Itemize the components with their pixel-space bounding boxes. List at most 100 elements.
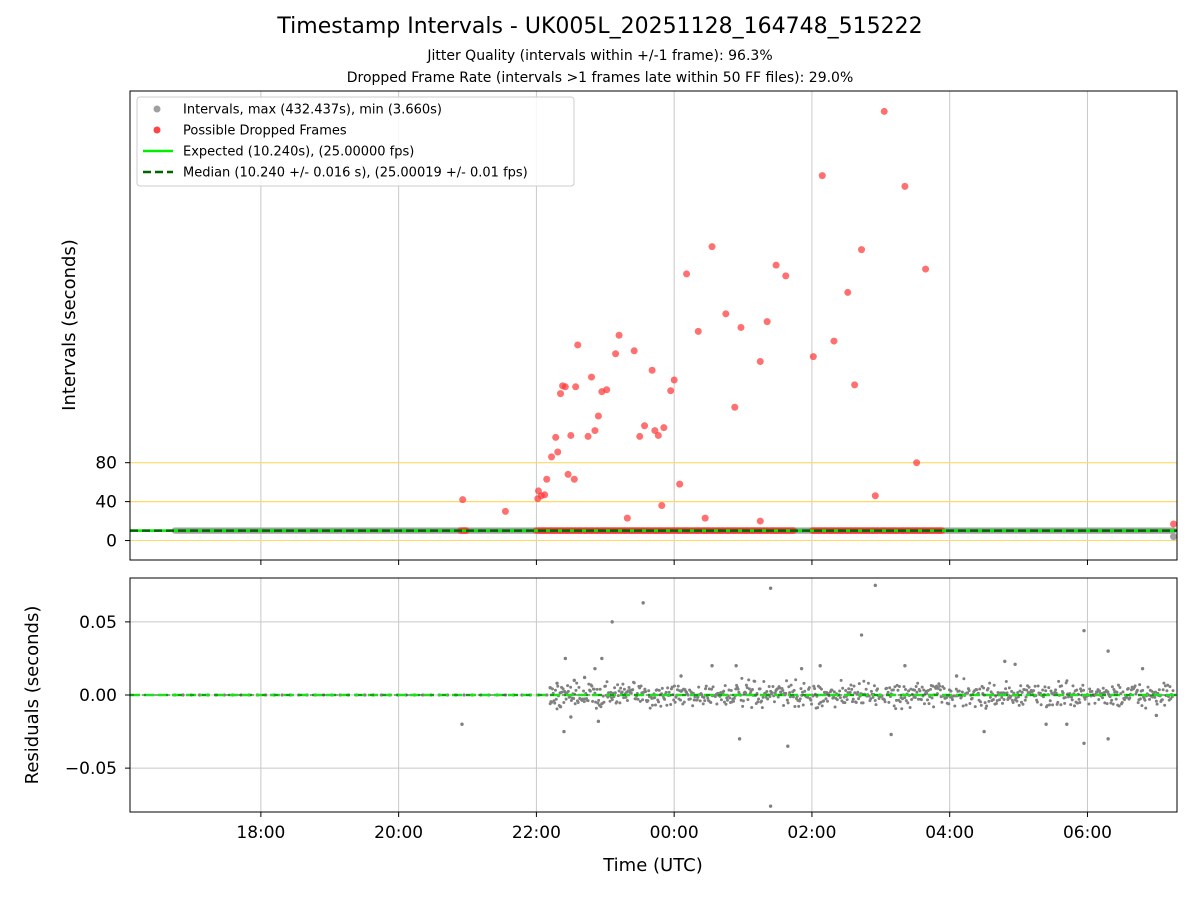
dropped-frame-point bbox=[574, 341, 582, 349]
residual-point bbox=[1075, 688, 1079, 692]
residual-point bbox=[1147, 693, 1151, 697]
residual-point bbox=[1157, 688, 1161, 692]
residual-point bbox=[666, 686, 670, 690]
residual-point bbox=[756, 700, 760, 704]
bottom-y-axis-label: Residuals (seconds) bbox=[22, 606, 43, 785]
residual-point bbox=[794, 678, 798, 682]
residual-outlier-point bbox=[786, 744, 790, 748]
residual-point bbox=[986, 686, 990, 690]
residual-point bbox=[1154, 690, 1158, 694]
residual-point bbox=[1155, 702, 1159, 706]
residual-point bbox=[1004, 679, 1008, 683]
residual-point bbox=[784, 691, 788, 695]
residual-point bbox=[994, 702, 998, 706]
residual-outlier-point bbox=[859, 633, 864, 637]
residual-point bbox=[793, 704, 797, 708]
residual-point bbox=[587, 682, 591, 686]
residual-point bbox=[770, 691, 774, 695]
dropped-frame-point bbox=[844, 288, 852, 296]
residual-point bbox=[711, 685, 715, 689]
residual-point bbox=[866, 681, 870, 685]
residual-point bbox=[904, 699, 908, 703]
top-y-ticks: 0 40 80 bbox=[95, 454, 130, 552]
top-y-tick-label: 80 bbox=[95, 454, 117, 474]
residual-point bbox=[1070, 698, 1074, 702]
residual-point bbox=[1057, 679, 1061, 683]
residual-point bbox=[1088, 687, 1092, 691]
residual-point bbox=[935, 684, 939, 688]
residual-point bbox=[871, 695, 875, 699]
residual-point bbox=[1048, 699, 1052, 703]
x-tick-label: 06:00 bbox=[1063, 823, 1112, 843]
residual-point bbox=[997, 698, 1001, 702]
dropped-frame-point bbox=[648, 366, 656, 374]
residual-point bbox=[1143, 698, 1147, 702]
residual-point bbox=[1166, 683, 1170, 687]
dropped-frame-point bbox=[651, 427, 659, 435]
legend-intervals-label: Intervals, max (432.437s), min (3.660s) bbox=[183, 103, 442, 118]
bottom-x-ticks: 18:00 20:00 22:00 00:00 02:00 04:00 06:00 bbox=[236, 812, 1112, 843]
residual-point bbox=[670, 685, 674, 689]
residual-point bbox=[1133, 684, 1137, 688]
residual-point bbox=[655, 688, 659, 692]
residual-point bbox=[843, 701, 847, 705]
dropped-frame-point bbox=[543, 475, 551, 483]
residual-point bbox=[931, 684, 935, 688]
dropped-frame-point bbox=[660, 424, 668, 432]
residual-point bbox=[810, 702, 814, 706]
residual-point bbox=[761, 695, 765, 699]
residual-point bbox=[597, 698, 601, 702]
residual-point bbox=[900, 707, 904, 711]
residual-point bbox=[755, 692, 759, 696]
residual-point bbox=[966, 691, 970, 695]
residual-point bbox=[798, 697, 802, 701]
residual-point bbox=[819, 687, 823, 691]
dropped-frame-point bbox=[830, 337, 838, 345]
residual-point bbox=[723, 684, 727, 688]
dropped-frame-point bbox=[501, 507, 509, 515]
residual-point bbox=[1134, 692, 1138, 696]
residual-point bbox=[1154, 699, 1158, 703]
residual-point bbox=[747, 687, 751, 691]
residual-point bbox=[979, 703, 983, 707]
residual-point bbox=[897, 684, 901, 688]
residual-point bbox=[787, 685, 791, 689]
residual-point bbox=[1060, 684, 1064, 688]
residual-point bbox=[594, 700, 598, 704]
top-plot-frame bbox=[129, 90, 1178, 561]
residual-point bbox=[747, 678, 751, 682]
residual-point bbox=[1083, 697, 1087, 701]
dropped-frame-point bbox=[676, 480, 684, 488]
residual-point bbox=[679, 698, 683, 702]
residual-point bbox=[1148, 697, 1152, 701]
residual-point bbox=[574, 688, 578, 692]
dropped-frame-point bbox=[763, 318, 771, 326]
dropped-frame-point bbox=[851, 381, 859, 389]
residual-point bbox=[1081, 683, 1085, 687]
residual-point bbox=[745, 686, 749, 690]
residual-outlier-point bbox=[558, 705, 563, 709]
residual-outlier-point bbox=[954, 674, 959, 678]
residual-point bbox=[675, 688, 679, 692]
residual-point bbox=[622, 696, 626, 700]
residual-point bbox=[729, 689, 733, 693]
residual-point bbox=[725, 698, 729, 702]
residual-outlier-point bbox=[818, 664, 822, 668]
residual-point bbox=[1165, 689, 1169, 693]
residual-point bbox=[644, 690, 648, 694]
residual-point bbox=[1144, 706, 1148, 710]
residual-point bbox=[672, 698, 676, 702]
residual-point bbox=[801, 703, 805, 707]
residual-point bbox=[903, 696, 907, 700]
residual-point bbox=[598, 687, 602, 691]
residual-point bbox=[901, 697, 905, 701]
x-tick-label: 22:00 bbox=[512, 823, 561, 843]
legend-intervals-marker bbox=[153, 105, 161, 113]
residual-point bbox=[560, 690, 564, 694]
residual-point bbox=[1035, 700, 1039, 704]
residual-point bbox=[664, 690, 668, 694]
residual-point bbox=[725, 696, 729, 700]
residual-point bbox=[744, 691, 748, 695]
residual-point bbox=[930, 696, 934, 700]
residual-point bbox=[703, 699, 707, 703]
